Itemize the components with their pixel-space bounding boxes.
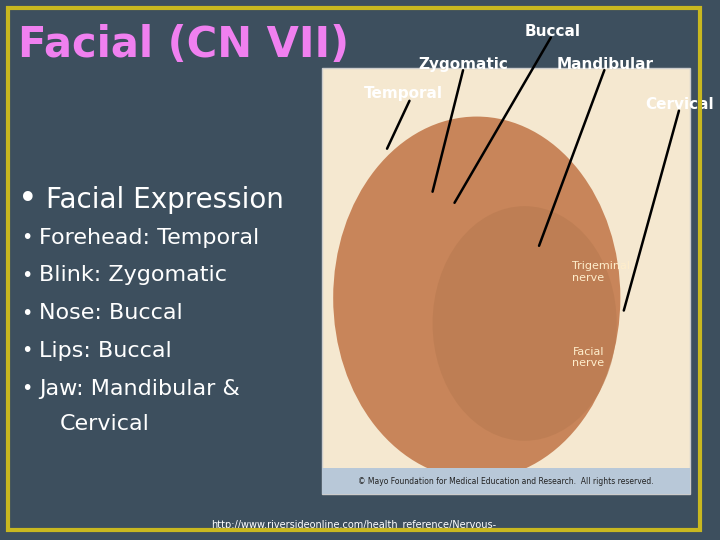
Text: © Mayo Foundation for Medical Education and Research.  All rights reserved.: © Mayo Foundation for Medical Education …: [359, 477, 654, 485]
Bar: [322, 468, 690, 494]
Text: •: •: [22, 379, 32, 399]
Text: •: •: [22, 341, 32, 361]
Text: Jaw: Mandibular &: Jaw: Mandibular &: [39, 379, 240, 399]
Text: Blink: Zygomatic: Blink: Zygomatic: [39, 265, 227, 286]
Text: Cervical: Cervical: [60, 414, 150, 434]
Text: Trigeminal
nerve: Trigeminal nerve: [572, 261, 631, 283]
Text: •: •: [22, 266, 32, 285]
Text: Zygomatic: Zygomatic: [419, 57, 509, 72]
Text: Mandibular: Mandibular: [557, 57, 654, 72]
Text: Cervical: Cervical: [645, 97, 714, 112]
Text: Facial Expression: Facial Expression: [46, 186, 284, 214]
Text: •: •: [18, 183, 37, 217]
Ellipse shape: [333, 117, 621, 479]
Text: Facial
nerve: Facial nerve: [572, 347, 605, 368]
Ellipse shape: [433, 206, 616, 441]
Text: •: •: [22, 228, 32, 247]
Text: Buccal: Buccal: [524, 24, 580, 39]
Text: http://www.riversideonline.com/health_reference/Nervous-: http://www.riversideonline.com/health_re…: [212, 519, 497, 530]
Text: Forehead: Temporal: Forehead: Temporal: [39, 227, 259, 248]
Text: Facial (CN VII): Facial (CN VII): [18, 24, 348, 66]
Text: Lips: Buccal: Lips: Buccal: [39, 341, 171, 361]
Text: Temporal: Temporal: [364, 86, 443, 102]
Bar: [322, 68, 690, 494]
Bar: [322, 68, 690, 494]
Text: •: •: [22, 303, 32, 323]
Text: Nose: Buccal: Nose: Buccal: [39, 303, 183, 323]
